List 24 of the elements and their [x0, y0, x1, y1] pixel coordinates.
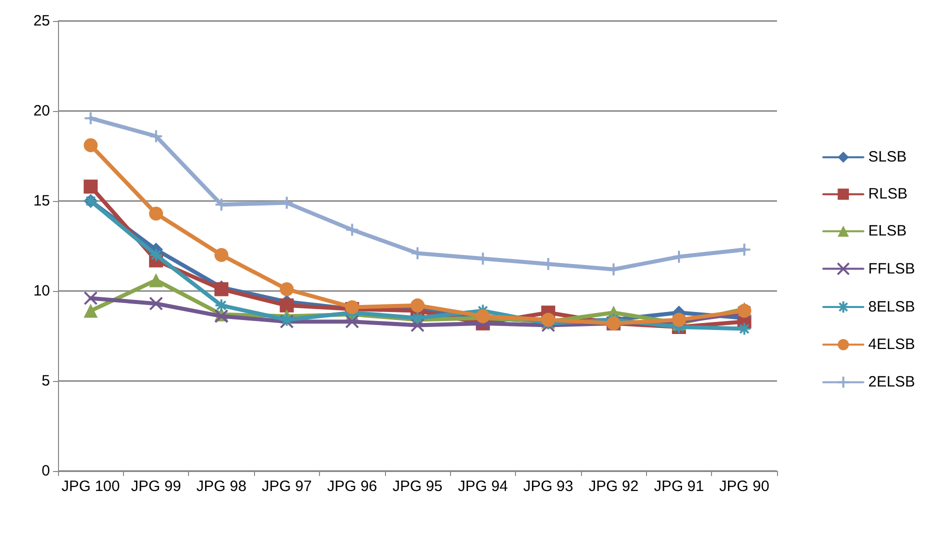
- x-tick-label: JPG 94: [458, 478, 508, 495]
- x-tick-label: JPG 93: [523, 478, 574, 495]
- x-tick-label: JPG 97: [262, 478, 312, 495]
- legend-label: 4ELSB: [868, 336, 916, 354]
- x-tick-label: JPG 90: [719, 478, 770, 495]
- x-tick-label: JPG 99: [131, 478, 182, 495]
- y-tick-label: 10: [33, 282, 50, 300]
- legend-label: ELSB: [868, 222, 907, 240]
- y-tick-label: 5: [42, 372, 50, 390]
- x-tick-label: JPG 95: [392, 478, 443, 495]
- y-tick-label: 15: [33, 192, 50, 210]
- legend-label: RLSB: [868, 186, 908, 203]
- y-tick-label: 25: [33, 12, 50, 30]
- y-tick-label: 0: [42, 462, 50, 480]
- x-tick-label: JPG 96: [327, 478, 378, 495]
- legend-label: 2ELSB: [868, 374, 916, 391]
- legend-label: SLSB: [868, 148, 907, 166]
- x-tick-label: JPG 100: [61, 478, 120, 495]
- x-tick-label: JPG 98: [196, 478, 246, 495]
- x-tick-label: JPG 92: [588, 478, 639, 495]
- legend-label: 8ELSB: [868, 298, 916, 316]
- x-tick-label: JPG 91: [654, 478, 704, 495]
- legend-label: FFLSB: [868, 260, 915, 278]
- y-tick-label: 20: [33, 102, 50, 120]
